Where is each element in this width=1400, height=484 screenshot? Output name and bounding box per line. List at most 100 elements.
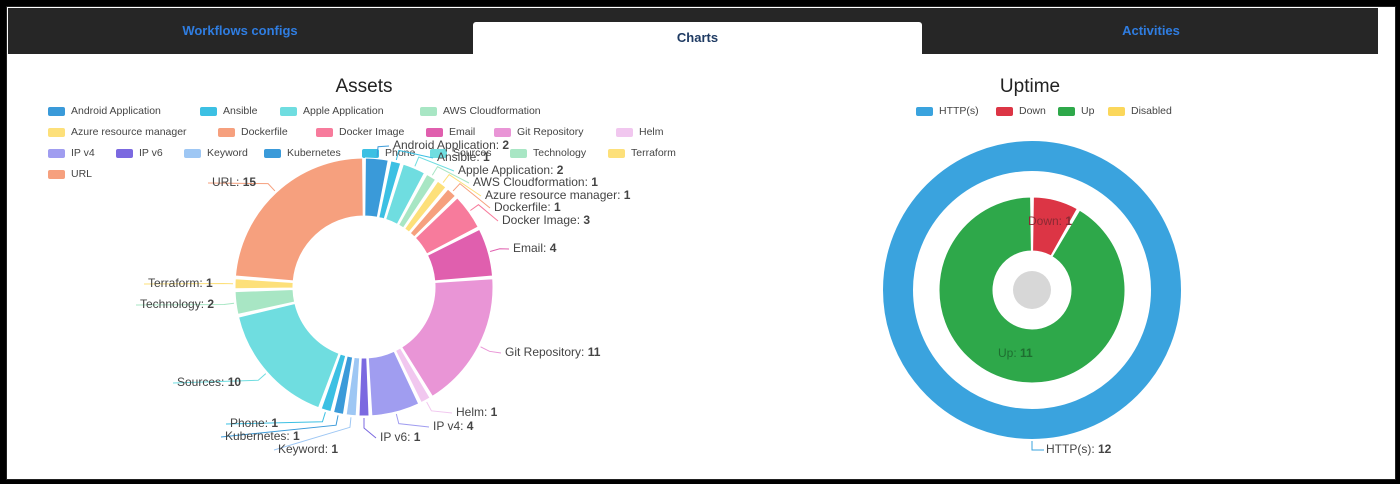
legend-label: Dockerfile (241, 126, 288, 138)
slice-aws-cloudformation[interactable] (397, 173, 437, 229)
slice-ansible[interactable] (378, 160, 402, 220)
leader-line-android-application (376, 145, 390, 157)
legend-item-git-repository[interactable]: Git Repository (494, 126, 584, 138)
legend-swatch (184, 148, 201, 158)
leader-line-dockerfile (452, 182, 491, 209)
tab-charts[interactable]: Charts (473, 22, 922, 54)
legend-item-up[interactable]: Up (1058, 105, 1094, 117)
legend-swatch (200, 106, 217, 116)
legend-item-ip-v6[interactable]: IP v6 (116, 147, 163, 159)
slice-technology[interactable] (234, 289, 296, 315)
slice-git-repository[interactable] (400, 278, 494, 398)
legend-label: Technology (533, 147, 587, 159)
data-label-kubernetes: Kubernetes: 1 (225, 429, 300, 443)
leader-line-http-s (1031, 441, 1044, 451)
slice-ip-v4[interactable] (367, 350, 420, 417)
legend-swatch (608, 148, 625, 158)
legend-item-technology[interactable]: Technology (510, 147, 586, 159)
legend-label: Ansible (223, 105, 258, 117)
data-label-dockerfile: Dockerfile: 1 (494, 200, 561, 214)
slice-kubernetes[interactable] (332, 355, 354, 415)
legend-item-terraform[interactable]: Terraform (608, 147, 676, 159)
slice-dockerfile[interactable] (409, 188, 457, 238)
legend-item-keyword[interactable]: Keyword (184, 147, 248, 159)
slice-down[interactable] (1032, 196, 1078, 257)
legend-label: Git Repository (517, 126, 584, 138)
legend-label: Disabled (1131, 105, 1172, 117)
legend-item-http-s[interactable]: HTTP(s) (916, 105, 979, 117)
legend-item-docker-image[interactable]: Docker Image (316, 126, 404, 138)
slice-phone[interactable] (320, 353, 347, 413)
data-label-down: Down: 1 (1028, 214, 1072, 228)
leader-line-ip-v4 (395, 413, 430, 428)
legend-label: Helm (639, 126, 664, 138)
legend-item-email[interactable]: Email (426, 126, 475, 138)
uptime-chart-title: Uptime (999, 76, 1061, 97)
slice-helm[interactable] (394, 347, 431, 404)
legend-item-ip-v4[interactable]: IP v4 (48, 147, 95, 159)
legend-label: Kubernetes (287, 147, 341, 159)
data-label-phone: Phone: 1 (230, 416, 278, 430)
leader-line-email (489, 248, 510, 253)
legend-swatch (48, 127, 65, 137)
data-label-keyword: Keyword: 1 (278, 442, 338, 456)
slice-ip-v6[interactable] (358, 357, 370, 417)
legend-swatch (116, 148, 133, 158)
legend-item-android-application[interactable]: Android Application (48, 105, 161, 117)
legend-item-url[interactable]: URL (48, 168, 92, 180)
legend-swatch (362, 148, 379, 158)
data-label-git-repository: Git Repository: 11 (505, 345, 601, 359)
slice-http-s[interactable] (883, 141, 1181, 439)
data-label-android-application: Android Application: 2 (393, 138, 509, 152)
leader-line-kubernetes (220, 415, 339, 438)
data-label-terraform: Terraform: 1 (148, 276, 213, 290)
legend-label: Up (1081, 105, 1095, 117)
legend-label: AWS Cloudformation (443, 105, 541, 117)
legend-label: Apple Application (303, 105, 384, 117)
slice-android-application[interactable] (364, 157, 389, 218)
legend-label: URL (71, 168, 93, 180)
data-label-aws-cloudformation: AWS Cloudformation: 1 (473, 175, 598, 189)
legend-swatch (426, 127, 443, 137)
legend-item-kubernetes[interactable]: Kubernetes (264, 147, 341, 159)
slice-azure-resource-manager[interactable] (403, 180, 447, 233)
legend-item-aws-cloudformation[interactable]: AWS Cloudformation (420, 105, 541, 117)
legend-swatch (616, 127, 633, 137)
legend-swatch (494, 127, 511, 137)
data-label-email: Email: 4 (513, 241, 557, 255)
slice-url[interactable] (234, 157, 364, 282)
slice-terraform[interactable] (234, 278, 294, 290)
legend-swatch (48, 106, 65, 116)
data-label-technology: Technology: 2 (140, 297, 214, 311)
slice-apple-application[interactable] (385, 163, 426, 225)
tab-activities[interactable]: Activities (1122, 23, 1180, 38)
legend-item-sources[interactable]: Sources (430, 147, 492, 159)
tab-workflows-configs[interactable]: Workflows configs (182, 23, 298, 38)
legend-item-phone[interactable]: Phone (362, 147, 415, 159)
legend-label: Keyword (207, 147, 248, 159)
legend-item-apple-application[interactable]: Apple Application (280, 105, 384, 117)
leader-line-git-repository (480, 346, 502, 354)
legend-item-dockerfile[interactable]: Dockerfile (218, 126, 288, 138)
legend-item-helm[interactable]: Helm (616, 126, 664, 138)
slice-sources[interactable] (237, 302, 340, 409)
legend-swatch (996, 106, 1013, 116)
leader-line-aws-cloudformation (431, 166, 470, 184)
leader-line-keyword (273, 417, 352, 451)
legend-label: Email (449, 126, 476, 138)
slice-docker-image[interactable] (414, 197, 479, 255)
data-label-sources: Sources: 10 (177, 375, 241, 389)
legend-item-disabled[interactable]: Disabled (1108, 105, 1172, 117)
legend-swatch (48, 148, 65, 158)
legend-item-down[interactable]: Down (996, 105, 1046, 117)
legend-item-ansible[interactable]: Ansible (200, 105, 257, 117)
legend-label: HTTP(s) (939, 105, 979, 117)
slice-keyword[interactable] (345, 356, 361, 417)
leader-line-technology (135, 302, 235, 306)
slice-email[interactable] (426, 228, 494, 282)
slice-up[interactable] (938, 196, 1126, 384)
legend-item-azure-resource-manager[interactable]: Azure resource manager (48, 126, 187, 138)
legend-label: Down (1019, 105, 1046, 117)
center-placeholder (1013, 271, 1051, 309)
